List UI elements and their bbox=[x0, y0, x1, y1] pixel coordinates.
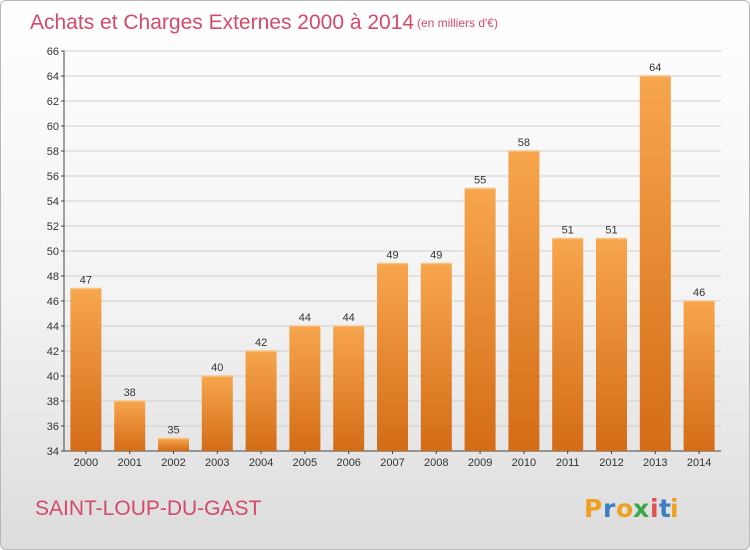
y-tick-label: 40 bbox=[47, 371, 59, 383]
x-tick-label: 2010 bbox=[512, 457, 536, 469]
x-tick-label: 2002 bbox=[161, 457, 185, 469]
x-tick-label: 2008 bbox=[424, 457, 448, 469]
y-tick-label: 44 bbox=[47, 321, 59, 333]
data-label-2008: 49 bbox=[430, 250, 442, 262]
data-label-2000: 47 bbox=[80, 275, 92, 287]
x-tick-label: 2003 bbox=[205, 457, 229, 469]
data-label-2006: 44 bbox=[343, 312, 355, 324]
bar-layer bbox=[70, 75, 715, 451]
x-tick-label: 2004 bbox=[249, 457, 273, 469]
bar-2005 bbox=[289, 326, 321, 451]
logo-letter: P bbox=[584, 494, 602, 523]
data-label-2010: 58 bbox=[518, 137, 530, 149]
x-tick-label: 2009 bbox=[468, 457, 492, 469]
label-layer: 47 38 35 40 42 44 44 49 49 55 58 51 51 64 46 bbox=[80, 62, 705, 437]
bar-2012 bbox=[596, 238, 627, 451]
logo-letter: i bbox=[670, 494, 679, 523]
data-label-2013: 64 bbox=[649, 62, 661, 74]
bar-2011 bbox=[552, 238, 584, 451]
y-tick-label: 64 bbox=[47, 71, 59, 83]
y-tick-label: 36 bbox=[47, 421, 59, 433]
x-tick-label: 2000 bbox=[74, 457, 98, 469]
data-label-2005: 44 bbox=[299, 312, 311, 324]
x-tick-label: 2012 bbox=[599, 457, 623, 469]
data-label-2001: 38 bbox=[124, 387, 136, 399]
x-tick-label: 2007 bbox=[380, 457, 404, 469]
place-name: SAINT-LOUP-DU-GAST bbox=[35, 497, 262, 520]
logo-letter: x bbox=[633, 494, 649, 523]
bar-2003 bbox=[201, 376, 233, 451]
data-label-2012: 51 bbox=[605, 225, 617, 237]
data-label-2004: 42 bbox=[255, 337, 267, 349]
logo-letter: i bbox=[650, 494, 659, 523]
y-tick-label: 56 bbox=[47, 171, 59, 183]
y-tick-label: 60 bbox=[47, 121, 59, 133]
x-tick-label: 2001 bbox=[117, 457, 141, 469]
y-tick-label: 48 bbox=[47, 271, 59, 283]
y-tick-label: 50 bbox=[47, 246, 59, 258]
chart-title: Achats et Charges Externes 2000 à 2014 bbox=[30, 11, 414, 34]
bar-2006 bbox=[333, 326, 365, 451]
bar-2001 bbox=[114, 401, 146, 451]
bar-2002 bbox=[158, 438, 189, 451]
x-tick-label: 2014 bbox=[687, 457, 711, 469]
bar-2010 bbox=[508, 151, 540, 451]
data-label-2009: 55 bbox=[474, 175, 486, 187]
x-tick-label: 2005 bbox=[293, 457, 317, 469]
bar-2013 bbox=[639, 76, 671, 451]
y-tick-label: 52 bbox=[47, 221, 59, 233]
x-tick-label: 2006 bbox=[336, 457, 360, 469]
data-label-2007: 49 bbox=[386, 250, 398, 262]
x-tick-label: 2011 bbox=[556, 457, 580, 469]
chart-subtitle: (en milliers d'€) bbox=[417, 16, 498, 30]
data-label-2003: 40 bbox=[211, 362, 223, 374]
y-tick-label: 66 bbox=[47, 46, 59, 58]
y-tick-label: 34 bbox=[47, 446, 59, 458]
logo-letter: r bbox=[603, 494, 616, 523]
data-label-2002: 35 bbox=[167, 425, 179, 437]
bar-2008 bbox=[420, 263, 452, 451]
y-tick-label: 54 bbox=[47, 196, 59, 208]
bar-2007 bbox=[377, 263, 408, 451]
bar-2009 bbox=[464, 188, 496, 451]
x-tick-label: 2013 bbox=[643, 457, 667, 469]
y-tick-label: 42 bbox=[47, 346, 59, 358]
data-label-2014: 46 bbox=[693, 287, 705, 299]
y-tick-label: 58 bbox=[47, 146, 59, 158]
logo-letter: t bbox=[659, 494, 671, 523]
bar-2014 bbox=[683, 301, 715, 451]
logo-letter: o bbox=[616, 494, 633, 523]
y-tick-label: 46 bbox=[47, 296, 59, 308]
bar-2000 bbox=[70, 288, 102, 451]
data-label-2011: 51 bbox=[562, 225, 574, 237]
y-tick-label: 62 bbox=[47, 96, 59, 108]
bar-2004 bbox=[245, 351, 277, 451]
y-tick-label: 38 bbox=[47, 396, 59, 408]
